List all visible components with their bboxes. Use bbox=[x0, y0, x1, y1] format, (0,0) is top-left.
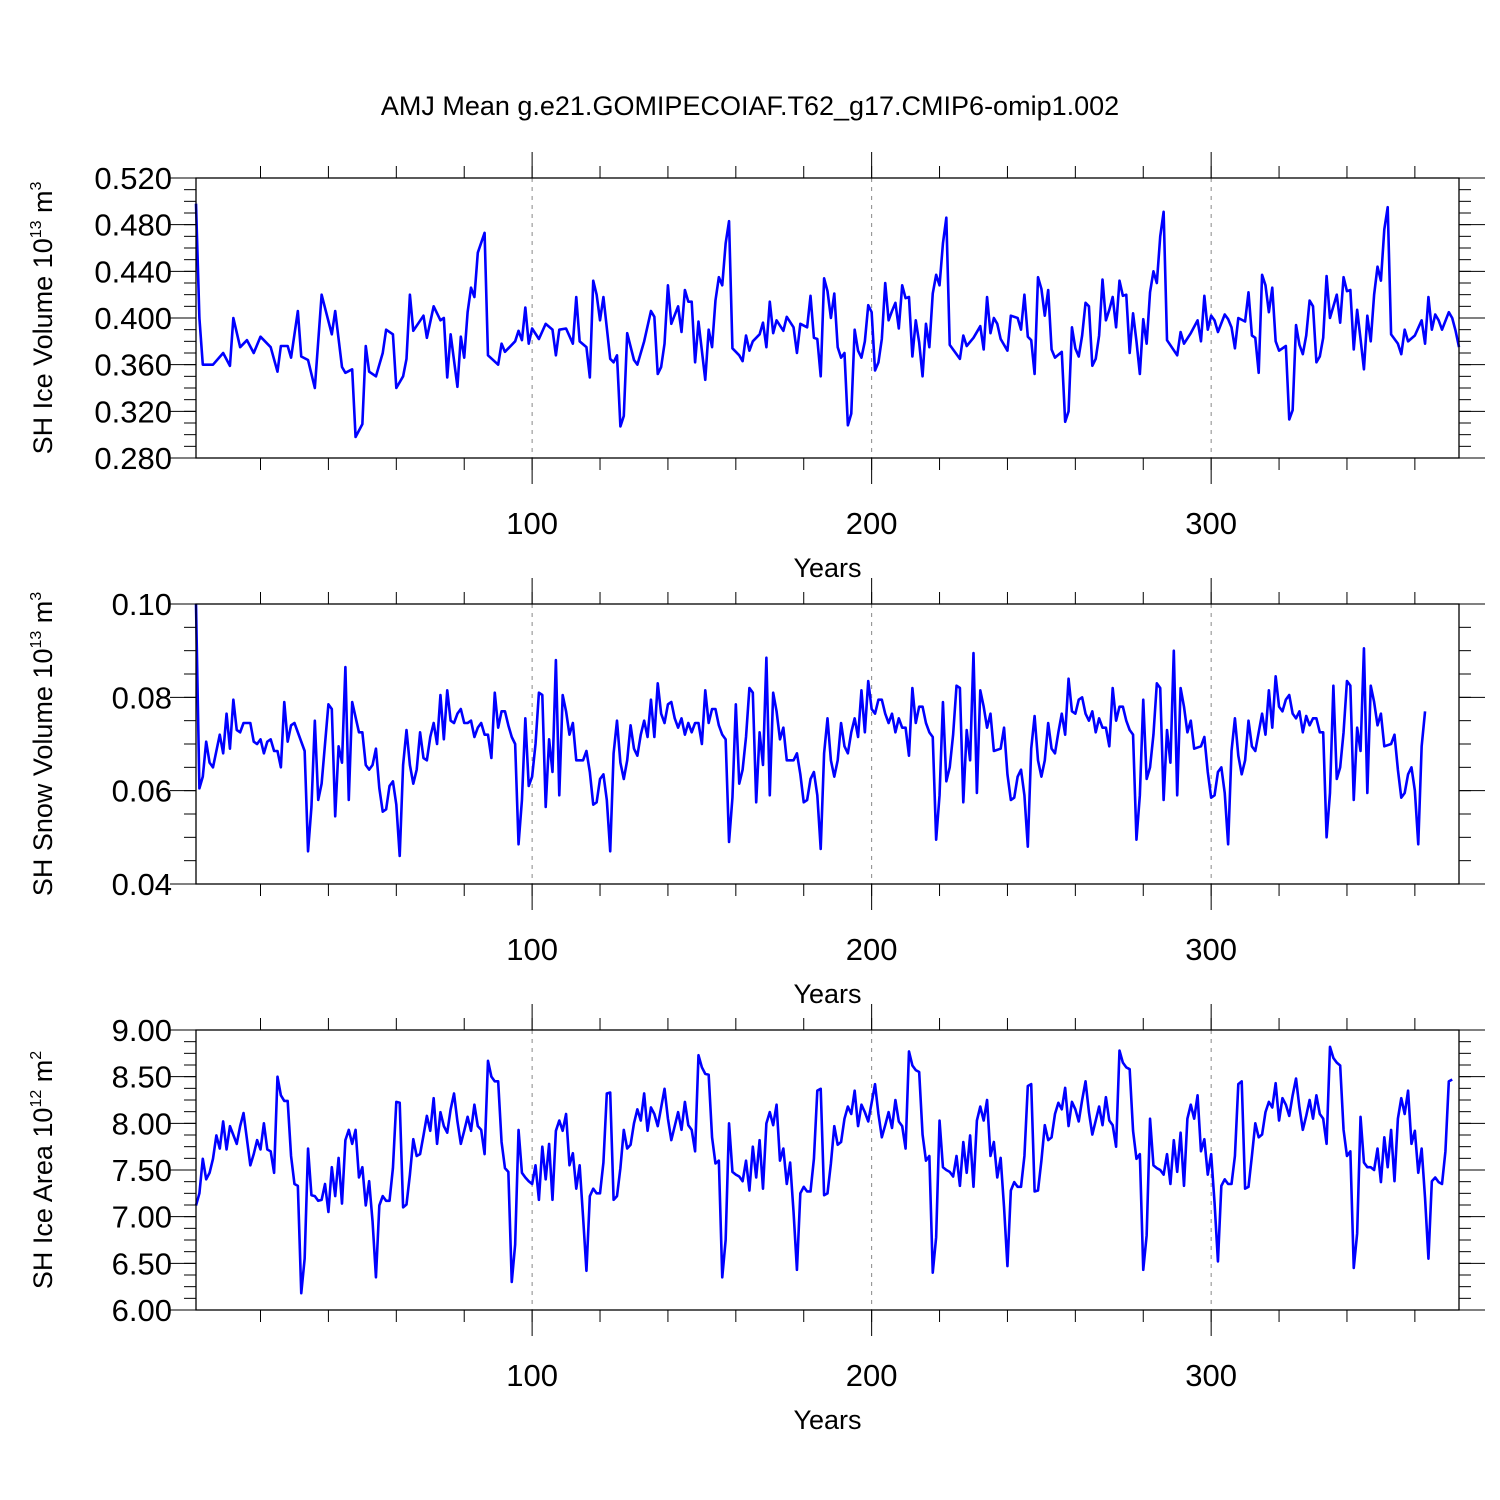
y-axis-label-part: m bbox=[28, 601, 58, 631]
x-tick-label: 100 bbox=[506, 1358, 558, 1393]
data-line bbox=[194, 603, 1427, 858]
y-tick-label: 0.10 bbox=[112, 587, 172, 622]
y-axis-label-superscript: 13 bbox=[28, 220, 45, 238]
y-tick-label: 7.00 bbox=[112, 1200, 172, 1235]
y-axis-label-part: SH Ice Area 10 bbox=[28, 1108, 58, 1290]
y-tick-label: 7.50 bbox=[112, 1153, 172, 1188]
x-axis-label: Years bbox=[793, 1405, 861, 1435]
y-axis-label-superscript: 3 bbox=[28, 592, 45, 601]
plot-frame bbox=[195, 603, 1460, 885]
x-tick-label: 200 bbox=[846, 1358, 898, 1393]
panel-1: 0.280 0.320 0.360 0.400 0.440 0.480 0.520 100 20… bbox=[28, 152, 1485, 583]
plot-frame bbox=[195, 1029, 1460, 1311]
x-tick-label: 300 bbox=[1185, 506, 1237, 541]
x-tick-label: 200 bbox=[846, 932, 898, 967]
y-tick-label: 0.280 bbox=[94, 441, 172, 476]
y-tick-label: 0.320 bbox=[94, 394, 172, 429]
plot-frame bbox=[195, 177, 1460, 459]
y-axis-label-superscript: 12 bbox=[28, 1090, 45, 1108]
y-tick-label: 0.360 bbox=[94, 348, 172, 383]
x-axis-label: Years bbox=[793, 979, 861, 1009]
x-axis-label: Years bbox=[793, 553, 861, 583]
y-tick-label: 8.50 bbox=[112, 1060, 172, 1095]
y-tick-label: 6.00 bbox=[112, 1293, 172, 1328]
y-tick-label: 9.00 bbox=[112, 1013, 172, 1048]
y-axis-label: SH Ice Area 1012 m2 bbox=[28, 1051, 58, 1289]
y-axis-label-superscript: 13 bbox=[28, 631, 45, 649]
x-tick-label: 100 bbox=[506, 506, 558, 541]
y-tick-label: 0.08 bbox=[112, 680, 172, 715]
x-tick-label: 200 bbox=[846, 506, 898, 541]
y-axis-label-superscript: 2 bbox=[28, 1051, 45, 1060]
data-line bbox=[194, 1045, 1453, 1295]
y-tick-label: 0.04 bbox=[112, 867, 172, 902]
y-axis-label-part: SH Ice Volume 10 bbox=[28, 238, 58, 454]
y-tick-label: 0.440 bbox=[94, 254, 172, 289]
y-axis-label-part: SH Snow Volume 10 bbox=[28, 649, 58, 897]
data-line bbox=[194, 203, 1461, 439]
panel-3: 6.00 6.50 7.00 7.50 8.00 8.50 9.00 100 200 300 Yea… bbox=[28, 1004, 1485, 1435]
y-axis-label-part: m bbox=[28, 190, 58, 220]
x-tick-label: 100 bbox=[506, 932, 558, 967]
y-axis-label-part: m bbox=[28, 1060, 58, 1090]
x-tick-label: 300 bbox=[1185, 1358, 1237, 1393]
y-axis-label: SH Ice Volume 1013 m3 bbox=[28, 181, 58, 454]
x-tick-label: 300 bbox=[1185, 932, 1237, 967]
chart-title: AMJ Mean g.e21.GOMIPECOIAF.T62_g17.CMIP6… bbox=[381, 91, 1119, 121]
y-axis-label: SH Snow Volume 1013 m3 bbox=[28, 592, 58, 896]
y-tick-label: 0.400 bbox=[94, 301, 172, 336]
y-tick-label: 6.50 bbox=[112, 1246, 172, 1281]
y-axis-label-superscript: 3 bbox=[28, 181, 45, 190]
y-tick-label: 0.06 bbox=[112, 774, 172, 809]
y-tick-label: 0.480 bbox=[94, 208, 172, 243]
panel-2: 0.04 0.06 0.08 0.10 100 200 300 Years SH Snow Vo… bbox=[28, 578, 1485, 1009]
y-tick-label: 8.00 bbox=[112, 1106, 172, 1141]
y-tick-label: 0.520 bbox=[94, 161, 172, 196]
